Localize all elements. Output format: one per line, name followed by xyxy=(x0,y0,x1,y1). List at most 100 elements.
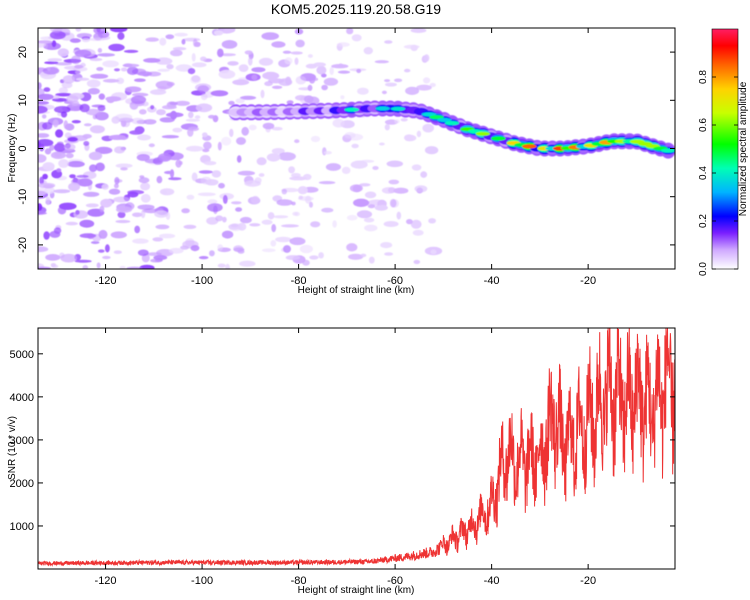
noise-blob xyxy=(278,152,296,161)
noise-blob xyxy=(119,265,126,269)
noise-blob xyxy=(136,154,150,161)
noise-blob xyxy=(271,224,277,233)
noise-blob xyxy=(131,117,144,125)
y-tick-label: 1000 xyxy=(10,521,34,533)
noise-blob xyxy=(316,65,327,75)
noise-blob xyxy=(363,47,373,55)
noise-blob xyxy=(137,134,151,141)
noise-blob xyxy=(423,54,430,62)
noise-blob xyxy=(403,44,420,49)
noise-blob xyxy=(267,212,275,220)
noise-blob xyxy=(152,237,164,242)
colorbar-tick-label: 0.2 xyxy=(698,214,709,228)
noise-blob xyxy=(172,127,183,133)
noise-blob xyxy=(45,254,61,261)
colorbar-tick-label: 0.8 xyxy=(698,70,709,84)
noise-blob xyxy=(108,43,125,52)
ridge-mark xyxy=(375,106,390,111)
noise-blob xyxy=(137,71,153,77)
noise-blob xyxy=(235,207,243,212)
noise-blob xyxy=(195,103,213,113)
noise-blob xyxy=(41,114,47,119)
noise-blob xyxy=(271,85,283,90)
x-tick-label: -40 xyxy=(484,275,500,287)
noise-blob xyxy=(396,211,402,220)
noise-blob xyxy=(416,130,422,138)
noise-blob xyxy=(200,93,208,101)
noise-blob xyxy=(340,95,345,100)
ridge-mark xyxy=(491,136,506,141)
noise-blob xyxy=(414,185,428,193)
noise-blob xyxy=(295,39,305,48)
noise-blob xyxy=(310,135,321,143)
noise-blob xyxy=(251,195,260,205)
noise-blob xyxy=(331,63,349,69)
noise-blob xyxy=(221,230,234,239)
noise-blob xyxy=(241,126,249,136)
noise-blob xyxy=(68,182,81,192)
noise-blob xyxy=(114,146,125,154)
noise-blob xyxy=(178,161,183,165)
noise-blob xyxy=(165,34,175,40)
noise-blob xyxy=(191,62,207,68)
noise-blob xyxy=(67,160,85,168)
noise-blob xyxy=(351,143,359,149)
noise-blob xyxy=(170,49,183,57)
noise-blob xyxy=(157,68,170,72)
noise-blob xyxy=(38,154,47,163)
noise-blob xyxy=(105,244,110,253)
noise-blob xyxy=(240,216,252,224)
noise-blob xyxy=(213,30,224,36)
noise-blob xyxy=(132,238,149,244)
noise-blob xyxy=(54,106,71,114)
noise-blob xyxy=(38,266,52,269)
noise-blob xyxy=(93,28,107,35)
noise-blob xyxy=(310,221,321,228)
x-tick-label: -120 xyxy=(95,575,117,587)
noise-blob xyxy=(217,48,224,58)
noise-blob xyxy=(238,64,249,72)
noise-blob xyxy=(359,183,371,187)
noise-blob xyxy=(381,90,387,95)
noise-blob xyxy=(198,170,213,174)
noise-blob xyxy=(102,60,119,68)
noise-blob xyxy=(114,68,120,72)
x-tick-label: -60 xyxy=(387,275,403,287)
ridge-mark xyxy=(390,106,406,111)
noise-blob xyxy=(110,231,127,239)
snr-plot-area xyxy=(38,328,675,569)
x-tick-label: -60 xyxy=(387,575,403,587)
noise-blob xyxy=(95,162,105,172)
noise-blob xyxy=(125,86,142,93)
noise-blob xyxy=(98,229,108,239)
ridge-mark xyxy=(437,117,452,123)
noise-blob xyxy=(389,198,397,208)
noise-blob xyxy=(146,252,162,256)
noise-blob xyxy=(81,37,90,43)
noise-blob xyxy=(285,255,301,261)
noise-blob xyxy=(159,233,176,239)
ridge-mark xyxy=(522,144,537,149)
snr-series-layer xyxy=(38,328,675,567)
y-tick-label: 10 xyxy=(17,94,29,106)
noise-blob xyxy=(278,78,293,86)
noise-blob xyxy=(53,189,71,194)
noise-blob xyxy=(80,62,86,68)
noise-blob xyxy=(140,182,151,191)
noise-blob xyxy=(303,95,314,103)
noise-blob xyxy=(298,195,304,200)
noise-blob xyxy=(183,224,197,229)
noise-blob xyxy=(360,253,367,258)
noise-blob xyxy=(309,201,313,208)
noise-blob xyxy=(153,255,168,261)
noise-blob xyxy=(197,192,216,197)
noise-blob xyxy=(380,242,393,249)
x-tick-label: -40 xyxy=(484,575,500,587)
noise-blob xyxy=(56,168,62,173)
spectrogram-heatmap xyxy=(38,28,675,269)
noise-blob xyxy=(294,139,300,144)
noise-blob xyxy=(63,120,68,129)
noise-blob xyxy=(191,53,196,62)
noise-blob xyxy=(197,85,209,93)
noise-blob xyxy=(166,64,174,70)
